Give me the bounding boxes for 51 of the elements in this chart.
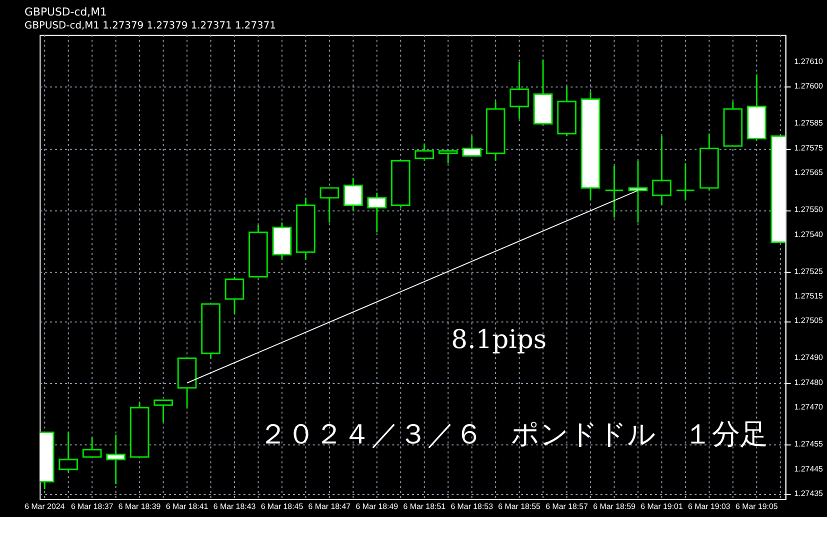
- candlestick: [367, 192, 387, 234]
- candlestick: [344, 177, 363, 211]
- y-tick-label: 1.27490: [794, 353, 824, 362]
- candlestick: [58, 432, 78, 473]
- x-tick-label: 6 Mar 18:37: [70, 502, 114, 511]
- x-tick-label: 6 Mar 18:41: [166, 502, 209, 511]
- x-tick-label: 6 Mar 18:51: [403, 502, 446, 511]
- candlestick: [320, 187, 340, 224]
- x-tick-label: 6 Mar 18:49: [356, 502, 399, 511]
- x-tick-label: 6 Mar 18:43: [213, 502, 256, 511]
- y-tick-label: 1.27585: [794, 118, 824, 128]
- y-tick-label: 1.27445: [794, 464, 824, 474]
- y-tick-label: 1.27525: [794, 266, 824, 276]
- candlestick: [414, 142, 434, 162]
- candlestick: [510, 61, 529, 120]
- x-tick-label: 6 Mar 19:01: [640, 502, 684, 511]
- candlestick: [106, 434, 126, 485]
- x-tick-label: 6 Mar 18:45: [260, 502, 304, 511]
- x-tick-label: 6 Mar 18:55: [498, 502, 542, 511]
- x-tick-label: 6 Mar 18:39: [118, 502, 162, 511]
- y-tick-label: 1.27550: [794, 205, 824, 214]
- candlestick: [652, 135, 672, 206]
- chart-subtitle: GBPUSD-cd,M1 1.27379 1.27379 1.27371 1.27371: [24, 20, 276, 32]
- x-tick-label: 6 Mar 18:53: [450, 502, 494, 511]
- x-tick-label: 6 Mar 19:03: [688, 502, 731, 511]
- y-tick-label: 1.27540: [794, 230, 824, 239]
- chart-title: GBPUSD-cd,M1: [24, 6, 107, 19]
- y-tick-label: 1.27455: [794, 440, 824, 449]
- candlestick: [154, 399, 173, 424]
- x-tick-label: 6 Mar 18:57: [546, 502, 588, 511]
- y-tick-label: 1.27610: [794, 57, 824, 66]
- candlestick: [438, 150, 458, 164]
- x-tick-label: 6 Mar 18:47: [308, 502, 351, 511]
- y-tick-label: 1.27470: [794, 402, 824, 412]
- y-tick-label: 1.27480: [794, 378, 824, 387]
- candlestick: [676, 162, 696, 202]
- y-tick-label: 1.27600: [794, 82, 824, 91]
- y-tick-label: 1.27505: [794, 316, 824, 326]
- candlestick: [224, 276, 244, 315]
- annotation: ２０２４／３／６ ポンドドル １分足: [258, 417, 768, 450]
- candlestick: [462, 135, 482, 157]
- candlestick: [604, 164, 624, 218]
- x-tick-label: 6 Mar 18:59: [593, 502, 636, 511]
- y-tick-label: 1.27435: [794, 489, 824, 498]
- x-tick-label: 6 Mar 19:05: [736, 502, 778, 511]
- annotation: 8.1pips: [451, 325, 547, 356]
- y-tick-label: 1.27515: [794, 292, 824, 301]
- candlestick: [82, 436, 102, 458]
- y-tick-label: 1.27575: [794, 143, 824, 152]
- x-tick-label: 6 Mar 2024: [24, 502, 66, 511]
- y-tick-label: 1.27565: [794, 168, 824, 178]
